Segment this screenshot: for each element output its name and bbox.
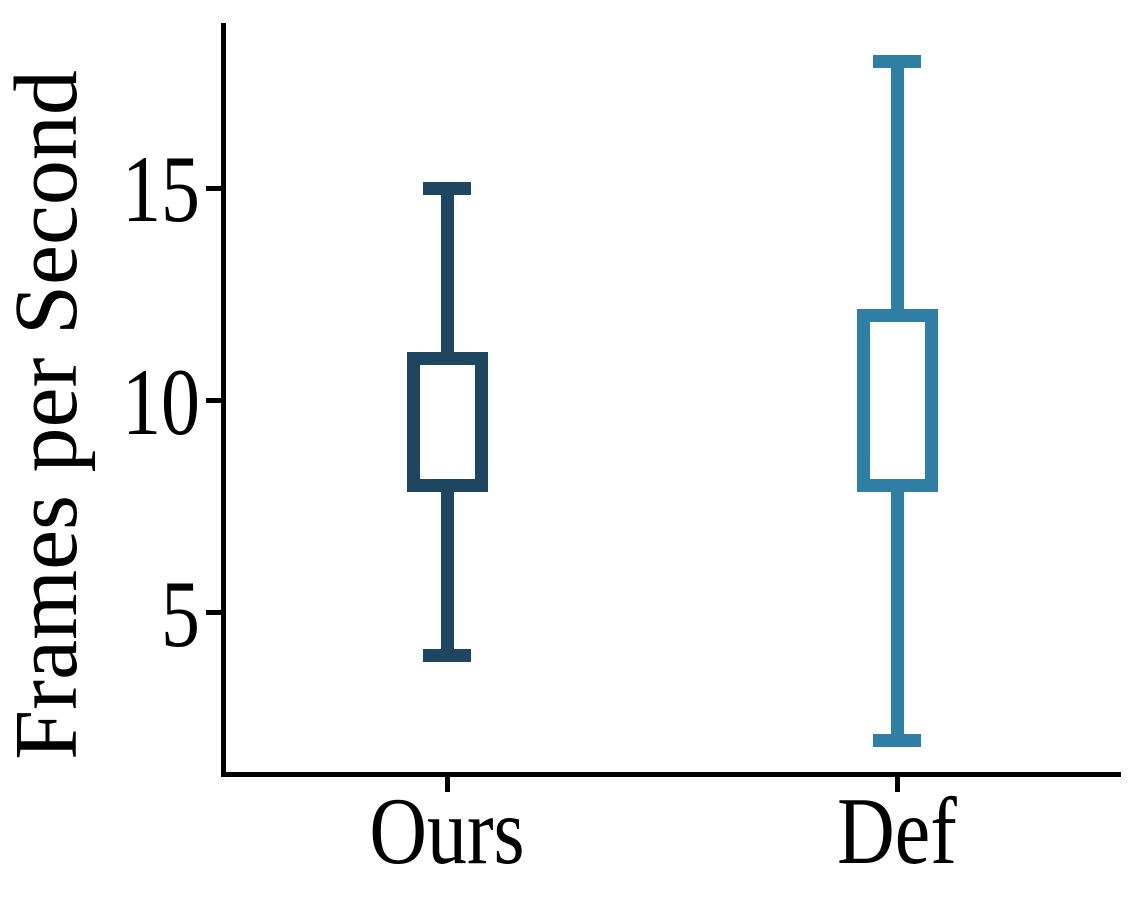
- x-axis-line: [221, 772, 1121, 777]
- whisker-cap-bottom: [873, 733, 921, 747]
- y-tick-mark: [206, 185, 221, 191]
- box-rect: [406, 351, 488, 492]
- y-tick-label: 10: [122, 348, 200, 455]
- whisker-lower-line: [890, 485, 904, 741]
- y-tick-label: 5: [161, 560, 200, 667]
- whisker-lower-line: [440, 485, 454, 656]
- y-axis-line: [221, 23, 226, 777]
- x-tick-label: Def: [837, 778, 957, 884]
- box-rect: [856, 309, 938, 492]
- whisker-cap-bottom: [423, 648, 471, 662]
- whisker-upper-line: [890, 61, 904, 316]
- x-tick-mark: [894, 777, 900, 792]
- x-tick-mark: [444, 777, 450, 792]
- x-tick-label: Ours: [369, 778, 525, 884]
- y-tick-mark: [206, 610, 221, 616]
- y-tick-mark: [206, 398, 221, 404]
- whisker-upper-line: [440, 188, 454, 359]
- y-tick-label: 15: [122, 136, 200, 243]
